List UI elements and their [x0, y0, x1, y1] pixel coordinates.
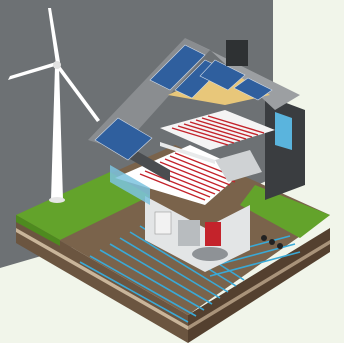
soil-stripe-left: [16, 228, 188, 330]
turbine-base: [49, 197, 65, 203]
gauge-2: [269, 239, 275, 245]
heat-pump: [178, 220, 200, 246]
boiler: [154, 211, 172, 235]
basement-room: [145, 196, 283, 272]
turbine-tower: [51, 66, 63, 200]
balcony-rail: [160, 142, 215, 164]
gauge-3: [277, 243, 283, 249]
turbine-blade-right: [57, 66, 100, 122]
solar-panels-lower: [94, 117, 153, 161]
ground-floor-front-glass: [110, 165, 150, 205]
right-window: [275, 112, 292, 150]
buffer-tank: [192, 247, 228, 261]
turbine-hub: [53, 61, 61, 69]
soil-stripe-right: [188, 240, 330, 330]
turbine-blade-left: [8, 62, 56, 80]
grass-right: [240, 185, 330, 238]
grass-left: [16, 172, 150, 240]
upper-floor: [160, 110, 275, 182]
water-tank: [205, 222, 221, 246]
turbine-blade-up: [48, 8, 60, 64]
solar-panels-upper: [149, 44, 273, 101]
roof: [88, 38, 300, 161]
underfloor-heating-upper: [171, 115, 265, 146]
wind-turbine: [8, 8, 100, 203]
stair: [215, 150, 262, 182]
gauge-1: [261, 235, 267, 241]
grass-left-edge: [16, 215, 60, 246]
chimney: [226, 40, 248, 66]
